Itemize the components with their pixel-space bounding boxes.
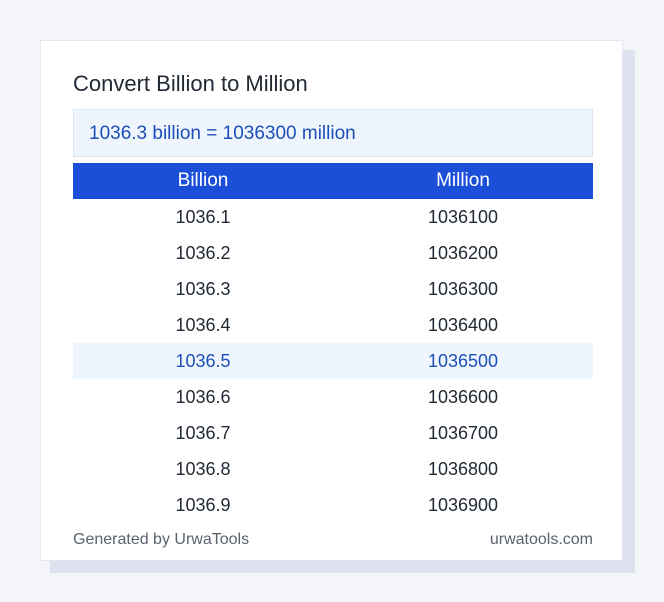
billion-cell: 1036.4 <box>175 315 231 335</box>
table-row: 1036.3 1036300 <box>73 271 593 307</box>
billion-cell: 1036.3 <box>175 279 231 299</box>
million-cell: 1036700 <box>427 423 499 443</box>
million-cell: 1036500 <box>427 351 499 371</box>
billion-cell: 1036.2 <box>175 243 231 263</box>
table-row: 1036.9 1036900 <box>73 487 593 523</box>
million-cell: 1036100 <box>427 207 499 227</box>
table-header: Billion Million <box>73 163 593 199</box>
billion-cell: 1036.9 <box>175 495 231 515</box>
billion-cell: 1036.1 <box>175 207 231 227</box>
million-cell: 1036400 <box>427 315 499 335</box>
conversion-table: Billion Million 1036.1 1036100 1036.2 10… <box>73 163 593 523</box>
converter-card: Convert Billion to Million 1036.3 billio… <box>40 40 623 561</box>
million-cell: 1036800 <box>427 459 499 479</box>
table-row: 1036.4 1036400 <box>73 307 593 343</box>
generated-by-text: Generated by UrwaTools <box>73 531 250 548</box>
table-row-highlighted: 1036.5 1036500 <box>73 343 593 379</box>
table-row: 1036.6 1036600 <box>73 379 593 415</box>
million-cell: 1036200 <box>427 243 499 263</box>
table-row: 1036.8 1036800 <box>73 451 593 487</box>
billion-cell: 1036.7 <box>175 423 231 443</box>
billion-cell: 1036.5 <box>175 351 231 371</box>
million-cell: 1036900 <box>427 495 499 515</box>
site-link[interactable]: urwatools.com <box>489 531 593 548</box>
million-cell: 1036600 <box>427 387 499 407</box>
conversion-result: 1036.3 billion = 1036300 million <box>73 109 593 157</box>
million-cell: 1036300 <box>427 279 499 299</box>
page-title: Convert Billion to Million <box>73 71 308 96</box>
billion-cell: 1036.8 <box>175 459 231 479</box>
column-header-billion: Billion <box>177 170 229 191</box>
table-row: 1036.7 1036700 <box>73 415 593 451</box>
card-footer: Generated by UrwaTools urwatools.com <box>73 531 593 549</box>
column-header-million: Million <box>436 170 490 191</box>
table-row: 1036.2 1036200 <box>73 235 593 271</box>
table-row: 1036.1 1036100 <box>73 199 593 235</box>
billion-cell: 1036.6 <box>175 387 231 407</box>
